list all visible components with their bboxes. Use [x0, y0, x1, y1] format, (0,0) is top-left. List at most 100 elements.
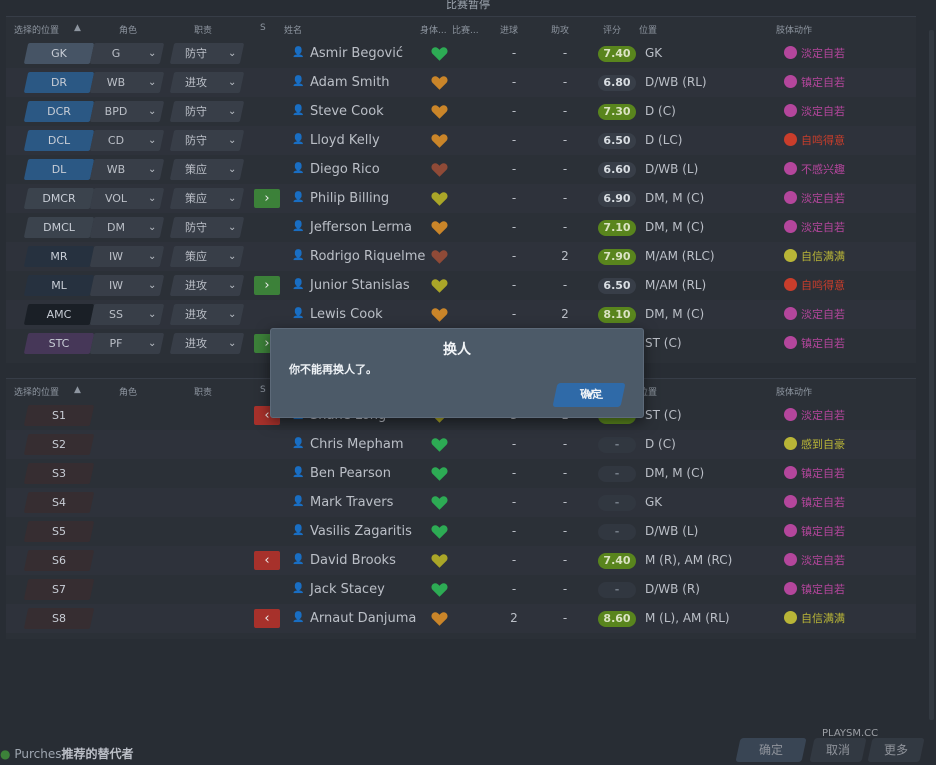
sub-row[interactable]: S5 👤 Vasilis Zagaritis - - - D/WB (L) 镇定自若 [6, 517, 916, 546]
body-language: 淡定自若 [784, 546, 845, 575]
col-role[interactable]: 角色 [119, 26, 138, 36]
dialog-ok-button[interactable]: ✔ 确定 [552, 383, 626, 407]
col-body[interactable]: 肢体动作 [776, 388, 813, 398]
sort-asc-icon[interactable]: ▲ [74, 23, 81, 33]
sub-row[interactable]: S7 👤 Jack Stacey - - - D/WB (R) 镇定自若 [6, 575, 916, 604]
sub-row[interactable]: S4 👤 Mark Travers - - - GK 镇定自若 [6, 488, 916, 517]
player-icon: 👤 [292, 612, 305, 623]
natural-position: D/WB (R) [645, 582, 700, 596]
rating-badge: 6.50 [598, 278, 636, 294]
col-duty[interactable]: 职责 [194, 388, 213, 398]
lineup-row[interactable]: AMC SS ⌄ 进攻 ⌄ 👤 Lewis Cook -2 8.10 DM, M (C) 淡定自若 [6, 300, 916, 329]
player-name[interactable]: Diego Rico [310, 162, 380, 177]
lineup-row[interactable]: DMCL DM ⌄ 防守 ⌄ 👤 Jefferson Lerma - -7.10 DM, M (C… [6, 213, 916, 242]
lineup-row[interactable]: ML IW ⌄ 进攻 ⌄ › 👤 Junior Stanislas - -6.50 M/AM (RL… [6, 271, 916, 300]
player-name[interactable]: Vasilis Zagaritis [310, 524, 412, 539]
col-goals[interactable]: 进球 [500, 26, 519, 36]
col-condition[interactable]: 身体... [420, 26, 447, 36]
lineup-row[interactable]: DCL CD ⌄ 防守 ⌄ 👤 Lloyd Kelly - -6.50 D (LC) 自鸣得意 [6, 126, 916, 155]
lineup-row[interactable]: DCR BPD ⌄ 防守 ⌄ 👤 Steve Cook - -7.30 D (C) 淡定自若 [6, 97, 916, 126]
player-name[interactable]: David Brooks [310, 553, 396, 568]
condition-heart-icon [431, 133, 448, 149]
rating-badge: 8.60 [598, 611, 636, 627]
col-duty[interactable]: 职责 [194, 26, 213, 36]
assists-value: - [562, 133, 568, 147]
sub-out-button[interactable]: ‹ [254, 609, 280, 628]
col-role[interactable]: 角色 [119, 388, 138, 398]
mood-face-icon [784, 437, 797, 450]
col-position[interactable]: 选择的位置 [14, 388, 60, 398]
lineup-list: GK G ⌄ 防守 ⌄ 👤 Asmir Begović - -7.40 GK 淡定自若 DR WB ⌄ 进攻… [6, 39, 916, 358]
lineup-row[interactable]: MR IW ⌄ 策应 ⌄ 👤 Rodrigo Riquelme -2 7.90 M/AM (RLC… [6, 242, 916, 271]
col-sub[interactable]: S [260, 23, 266, 33]
lineup-row[interactable]: DL WB ⌄ 策应 ⌄ 👤 Diego Rico - -6.60 D/WB (L) 不感兴趣 [6, 155, 916, 184]
subs-header: 选择的位置 ▲ 角色 职责 S 位置 肢体动作 [6, 379, 916, 401]
condition-heart-icon [431, 466, 448, 482]
sub-in-button[interactable]: › [254, 189, 280, 208]
player-name[interactable]: Philip Billing [310, 191, 390, 206]
player-name[interactable]: Chris Mepham [310, 437, 404, 452]
natural-position: M/AM (RL) [645, 278, 707, 292]
player-name[interactable]: Lloyd Kelly [310, 133, 380, 148]
goals-value: - [511, 46, 517, 60]
sub-row[interactable]: S2 👤 Chris Mepham - - - D (C) 感到自豪 [6, 430, 916, 459]
body-language: 淡定自若 [784, 39, 845, 68]
col-pos[interactable]: 位置 [639, 388, 658, 398]
player-icon: 👤 [292, 163, 305, 174]
body-language-text: 镇定自若 [801, 496, 845, 509]
body-language: 淡定自若 [784, 97, 845, 126]
sub-in-button[interactable]: › [254, 276, 280, 295]
natural-position: D/WB (L) [645, 162, 699, 176]
info-icon: ● [0, 747, 11, 761]
player-name[interactable]: Adam Smith [310, 75, 390, 90]
player-name[interactable]: Asmir Begović [310, 46, 403, 61]
lineup-row[interactable]: DMCR VOL ⌄ 策应 ⌄ › 👤 Philip Billing - -6.90 DM, M (… [6, 184, 916, 213]
sub-row[interactable]: S3 👤 Ben Pearson - - - DM, M (C) 镇定自若 [6, 459, 916, 488]
col-sub[interactable]: S [260, 385, 266, 395]
condition-heart-icon [431, 437, 448, 453]
body-language-text: 自信满满 [801, 250, 845, 263]
mood-face-icon [784, 336, 797, 349]
col-pos[interactable]: 位置 [639, 26, 658, 36]
goals-value: - [511, 191, 517, 205]
col-name[interactable]: 姓名 [284, 26, 303, 36]
col-assists[interactable]: 助攻 [551, 26, 570, 36]
sub-row[interactable]: S6 ‹ 👤 David Brooks - -7.40 M (R), AM (RC) 淡定自若 [6, 546, 916, 575]
natural-position: GK [645, 495, 663, 509]
rating-badge: 6.60 [598, 162, 636, 178]
player-name[interactable]: Ben Pearson [310, 466, 391, 481]
sub-out-button[interactable]: ‹ [254, 551, 280, 570]
subs-panel: 选择的位置 ▲ 角色 职责 S 位置 肢体动作 S1‹👤Shane Long31… [6, 378, 916, 639]
player-name[interactable]: Jack Stacey [310, 582, 385, 597]
goals-value: - [511, 553, 517, 567]
rating-badge: 6.80 [598, 75, 636, 91]
col-rating[interactable]: 评分 [603, 26, 622, 36]
col-body[interactable]: 肢体动作 [776, 26, 813, 36]
footer-bar: ● Purches推荐的替代者 [0, 740, 936, 765]
natural-position: ST (C) [645, 408, 682, 422]
player-name[interactable]: Arnaut Danjuma [310, 611, 417, 626]
player-name[interactable]: Lewis Cook [310, 307, 383, 322]
body-language-text: 淡定自若 [801, 554, 845, 567]
mood-face-icon [784, 408, 797, 421]
player-name[interactable]: Jefferson Lerma [310, 220, 412, 235]
scrollbar[interactable] [929, 30, 934, 720]
goals-value: - [511, 133, 517, 147]
natural-position: D (C) [645, 437, 676, 451]
player-name[interactable]: Junior Stanislas [310, 278, 410, 293]
col-position[interactable]: 选择的位置 [14, 26, 60, 36]
sort-asc-icon[interactable]: ▲ [74, 385, 81, 395]
player-name[interactable]: Rodrigo Riquelme [310, 249, 426, 264]
body-language: 不感兴趣 [784, 155, 845, 184]
player-name[interactable]: Steve Cook [310, 104, 384, 119]
sub-row[interactable]: S8 ‹ 👤 Arnaut Danjuma 2-8.60 M (L), AM (RL) 自信… [6, 604, 916, 633]
col-match-sharpness[interactable]: 比赛... [452, 26, 479, 36]
lineup-row[interactable]: GK G ⌄ 防守 ⌄ 👤 Asmir Begović - -7.40 GK 淡定自若 [6, 39, 916, 68]
player-name[interactable]: Mark Travers [310, 495, 394, 510]
recommended-subs-link[interactable]: ● Purches推荐的替代者 [0, 745, 133, 762]
lineup-row[interactable]: DR WB ⌄ 进攻 ⌄ 👤 Adam Smith - -6.80 D/WB (RL) 镇定自若 [6, 68, 916, 97]
mood-face-icon [784, 191, 797, 204]
body-language: 自信满满 [784, 242, 845, 271]
lineup-header: 选择的位置 ▲ 角色 职责 S 姓名 身体... 比赛... 进球 助攻 评分 … [6, 17, 916, 39]
